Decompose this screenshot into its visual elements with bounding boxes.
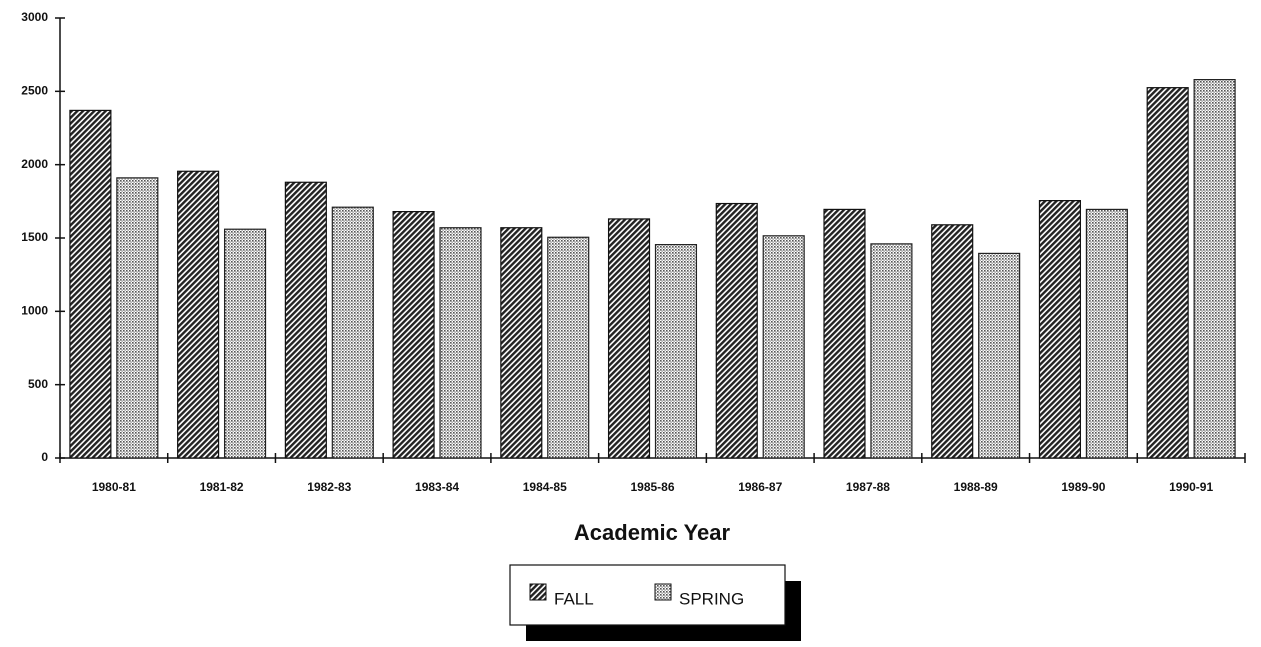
legend-swatch bbox=[529, 583, 547, 601]
bar bbox=[284, 181, 327, 459]
bar bbox=[392, 211, 435, 459]
x-tick-label: 1982-83 bbox=[307, 480, 351, 494]
x-tick-label: 1990-91 bbox=[1169, 480, 1213, 494]
legend-label: FALL bbox=[554, 589, 594, 608]
y-tick-label: 3000 bbox=[21, 10, 48, 24]
bar bbox=[69, 109, 112, 459]
bar bbox=[654, 244, 698, 459]
y-tick-label: 1000 bbox=[21, 304, 48, 318]
x-tick-label: 1984-85 bbox=[523, 480, 567, 494]
x-tick-label: 1980-81 bbox=[92, 480, 136, 494]
y-tick-label: 2000 bbox=[21, 157, 48, 171]
legend-swatch bbox=[654, 583, 672, 601]
y-tick-label: 500 bbox=[28, 377, 48, 391]
bar bbox=[1193, 78, 1236, 459]
bar bbox=[1085, 208, 1128, 459]
x-tick-label: 1989-90 bbox=[1061, 480, 1105, 494]
bar bbox=[715, 202, 758, 459]
x-tick-label: 1985-86 bbox=[630, 480, 674, 494]
x-tick-label: 1983-84 bbox=[415, 480, 459, 494]
bar bbox=[762, 235, 805, 459]
bar bbox=[500, 227, 543, 459]
bar bbox=[870, 243, 913, 459]
x-tick-label: 1987-88 bbox=[846, 480, 890, 494]
y-tick-label: 0 bbox=[41, 450, 48, 464]
bar bbox=[1038, 200, 1082, 459]
bar bbox=[331, 206, 374, 459]
x-tick-label: 1988-89 bbox=[954, 480, 998, 494]
y-tick-label: 1500 bbox=[21, 230, 48, 244]
bar bbox=[116, 177, 159, 459]
bar bbox=[439, 227, 482, 459]
bar bbox=[978, 252, 1021, 459]
legend-box bbox=[509, 564, 786, 626]
legend-label: SPRING bbox=[679, 589, 744, 608]
bar bbox=[607, 218, 651, 459]
x-tick-label: 1986-87 bbox=[738, 480, 782, 494]
bar bbox=[547, 236, 590, 459]
bar bbox=[823, 208, 866, 459]
bar bbox=[223, 228, 267, 459]
y-tick-label: 2500 bbox=[21, 84, 48, 98]
x-tick-label: 1981-82 bbox=[200, 480, 244, 494]
x-axis-title: Academic Year bbox=[574, 520, 731, 545]
bar bbox=[177, 170, 220, 459]
bar bbox=[1146, 87, 1189, 459]
bar bbox=[931, 224, 974, 459]
